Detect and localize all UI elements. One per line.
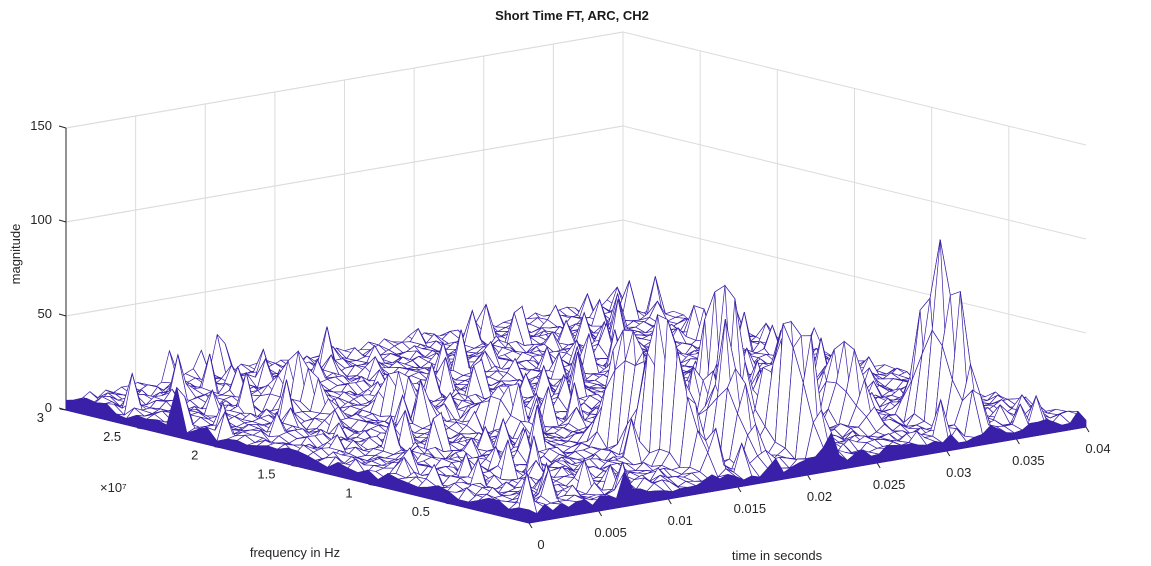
x-tick-mark-6	[946, 450, 951, 457]
y-tick-label-2: 1.5	[257, 467, 275, 482]
y-tick-label-1: 1	[345, 485, 352, 500]
x-tick-label-2: 0.01	[668, 513, 693, 528]
x-tick-mark-7	[1015, 438, 1020, 445]
y-tick-label-0: 0.5	[412, 504, 430, 519]
x-tick-label-7: 0.035	[1012, 453, 1045, 468]
z-tick-label-0: 0	[45, 400, 52, 415]
z-tick-mark-3	[58, 125, 67, 129]
chart-title: Short Time FT, ARC, CH2	[495, 8, 649, 23]
y-axis-label: frequency in Hz	[250, 545, 340, 560]
y-tick-label-4: 2.5	[103, 429, 121, 444]
tick-labels: 0 0.005 0.01 0.015 0.02 0.025 0.03 0.035 0.04 0.5…	[30, 118, 1110, 552]
z-tick-label-2: 100	[30, 212, 52, 227]
x-tick-label-6: 0.03	[946, 465, 971, 480]
z-tick-mark-0	[58, 407, 67, 411]
x-tick-mark-3	[737, 486, 742, 493]
z-axis-label: magnitude	[8, 224, 23, 285]
y-exponent-label: ×10⁷	[100, 480, 127, 495]
y-tick-label-3: 2	[191, 448, 198, 463]
mesh-left-skirt	[65, 387, 530, 524]
y-tick-label-5: 3	[37, 410, 44, 425]
x-tick-mark-0	[528, 522, 533, 529]
z-tick-mark-2	[58, 219, 67, 223]
surface-mesh	[65, 239, 1087, 524]
x-tick-mark-4	[807, 474, 811, 481]
z-tick-label-1: 50	[38, 306, 52, 321]
z-tick-label-3: 150	[30, 118, 52, 133]
x-tick-label-3: 0.015	[734, 501, 767, 516]
x-tick-label-8: 0.04	[1085, 441, 1110, 456]
x-tick-mark-1	[598, 510, 603, 517]
x-tick-mark-2	[667, 498, 672, 505]
z-tick-mark-1	[58, 313, 67, 317]
mesh-front-skirt	[528, 410, 1087, 524]
x-tick-label-4: 0.02	[807, 489, 832, 504]
x-tick-mark-8	[1085, 426, 1090, 433]
x-tick-mark-5	[876, 462, 881, 469]
x-axis-label: time in seconds	[732, 548, 823, 563]
x-tick-label-0: 0	[537, 537, 544, 552]
x-tick-label-5: 0.025	[873, 477, 906, 492]
x-tick-label-1: 0.005	[594, 525, 627, 540]
